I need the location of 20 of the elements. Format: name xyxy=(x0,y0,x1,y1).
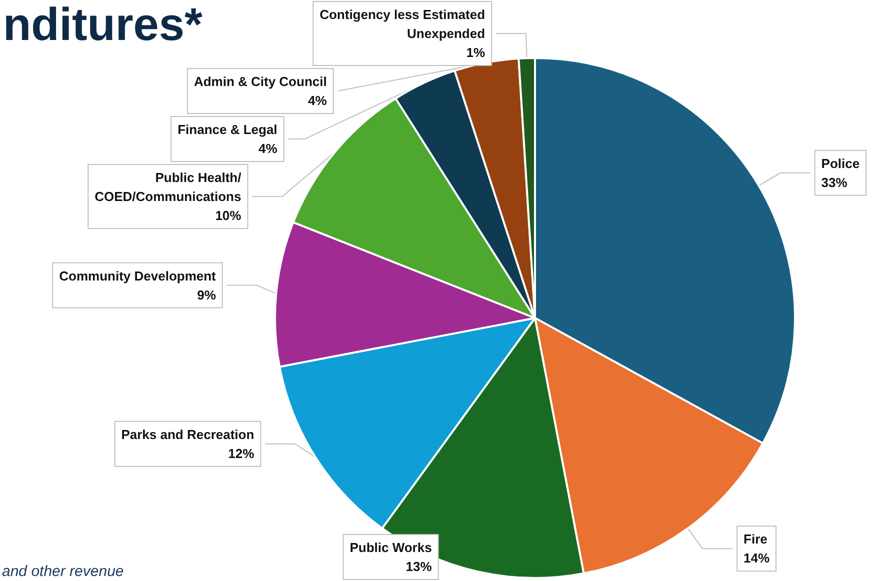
slice-label: Admin & City Council xyxy=(194,74,327,89)
data-label: 14% xyxy=(744,550,770,566)
data-label: 13% xyxy=(406,559,432,574)
slice-label: Public Works xyxy=(350,540,432,555)
data-label: 9% xyxy=(197,287,216,302)
data-label: 1% xyxy=(466,45,486,60)
slice-label: Finance & Legal xyxy=(178,122,278,137)
data-label: 4% xyxy=(258,141,278,156)
data-label: 12% xyxy=(228,446,255,461)
slice-label: Fire xyxy=(744,532,768,547)
data-label: 10% xyxy=(215,208,242,223)
slice-label: Public Health/ COED/Communications xyxy=(94,170,242,204)
chart-title: nditures* xyxy=(3,0,202,50)
text: and other revenue xyxy=(2,563,124,580)
slice-label: Parks and Recreation xyxy=(121,426,254,442)
slice-label: Community Development xyxy=(59,268,217,284)
data-label: 4% xyxy=(308,93,328,108)
slice-label: Contigency less Estimated Unexpended xyxy=(320,7,486,41)
slice-label: Police xyxy=(821,156,860,171)
data-label: 33% xyxy=(821,174,848,190)
